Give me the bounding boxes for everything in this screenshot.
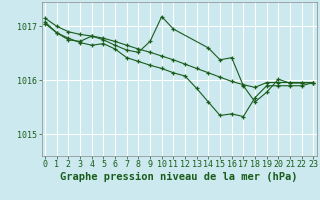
X-axis label: Graphe pression niveau de la mer (hPa): Graphe pression niveau de la mer (hPa): [60, 172, 298, 182]
